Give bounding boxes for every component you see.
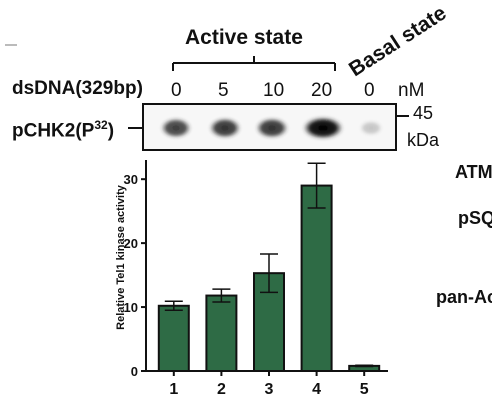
y-tick-label-0: 0 xyxy=(131,364,138,379)
bar-1 xyxy=(157,304,190,373)
side-label-pan-ac: pan-Ac xyxy=(436,287,492,307)
y-tick-label-20: 20 xyxy=(124,236,138,251)
concentration-lane-4: 20 xyxy=(311,80,333,101)
pchk2-label-isotope: 32 xyxy=(94,118,108,132)
bar-2 xyxy=(205,294,238,372)
band-lane-2 xyxy=(209,118,241,138)
concentration-lane-2: 5 xyxy=(218,80,229,101)
blot-bands xyxy=(161,117,382,139)
pchk2-label-end: ) xyxy=(107,120,115,142)
concentration-lane-1: 0 xyxy=(171,80,182,101)
active-state-label: Active state xyxy=(185,26,303,49)
y-tick-label-30: 30 xyxy=(124,172,138,187)
mw-marker: 45 xyxy=(413,103,434,123)
concentration-lane-3: 10 xyxy=(263,80,285,101)
x-tick-label-4: 4 xyxy=(312,381,321,398)
mw-unit: kDa xyxy=(407,130,440,150)
pchk2-label-main: pCHK2(P xyxy=(12,120,95,142)
concentration-unit: nM xyxy=(398,80,425,101)
band-lane-3 xyxy=(256,118,288,138)
x-tick-label-3: 3 xyxy=(265,381,274,398)
x-tick-label-2: 2 xyxy=(217,381,226,398)
band-lane-5 xyxy=(360,121,382,135)
dsdna-label: dsDNA(329bp) xyxy=(12,78,143,99)
y-axis-label: Relative Tel1 kinase activity xyxy=(115,184,127,330)
x-tick-label-1: 1 xyxy=(169,381,178,398)
band-lane-4 xyxy=(303,117,343,139)
side-label-psq: pSQ xyxy=(458,208,492,228)
pchk2-label: pCHK2(P32) xyxy=(12,118,114,142)
x-tick-label-5: 5 xyxy=(360,381,369,398)
y-tick-label-10: 10 xyxy=(124,300,138,315)
bar-4 xyxy=(300,184,333,372)
concentration-lane-5: 0 xyxy=(364,80,375,101)
active-state-bracket xyxy=(172,56,336,71)
band-lane-1 xyxy=(161,118,191,138)
side-label-atm: ATM xyxy=(455,162,492,182)
